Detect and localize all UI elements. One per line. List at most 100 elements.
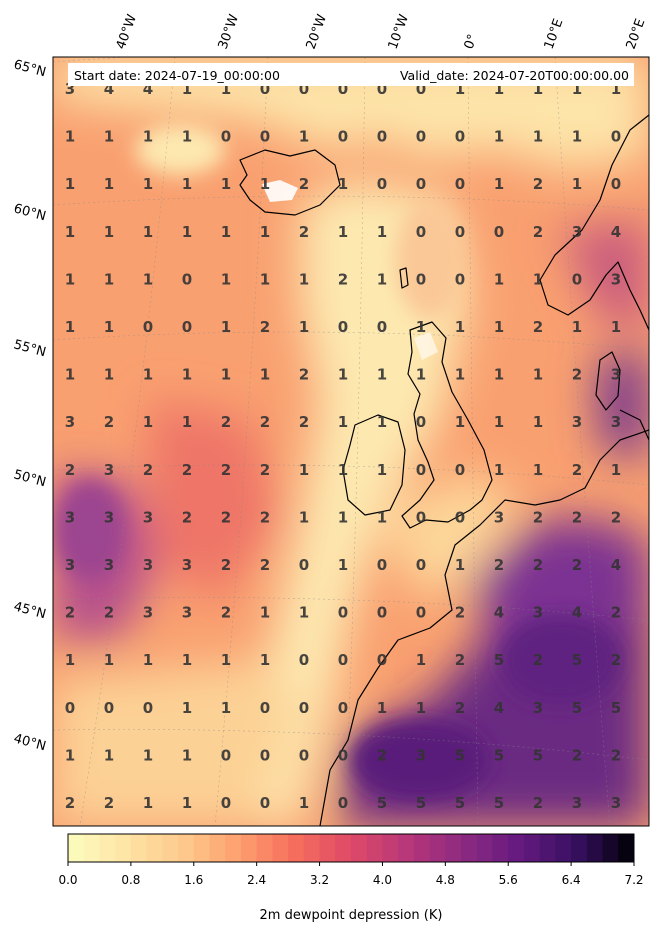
grid-value: 1: [260, 223, 270, 241]
grid-value: 1: [260, 651, 270, 669]
colorbar-swatch: [398, 834, 415, 862]
colorbar-swatch: [492, 834, 509, 862]
grid-value: 2: [533, 651, 543, 669]
grid-value: 1: [104, 318, 114, 336]
grid-value: 0: [143, 318, 153, 336]
longitude-label: 30°W: [216, 12, 242, 51]
map-area: 3 4 4 1 1 0 0 0 0 0 1 1 1 1 1 1 1 1 1 0 0 1 0 0 0 0 1 1 1 0 1 1 1 1 1 1 2 1 0 0…: [53, 57, 649, 826]
grid-value: 0: [416, 223, 426, 241]
colorbar-swatch: [461, 834, 478, 862]
grid-value: 0: [416, 270, 426, 288]
latitude-label: 65°N: [12, 57, 48, 80]
scotland-highland: [414, 332, 438, 360]
grid-value: 3: [143, 508, 153, 526]
grid-value: 1: [572, 175, 582, 193]
grid-value: 2: [299, 413, 309, 431]
colorbar-swatch: [445, 834, 462, 862]
grid-value: 2: [65, 604, 75, 622]
grid-value: 2: [572, 461, 582, 479]
grid-value: 0: [182, 318, 192, 336]
longitude-label: 10°W: [386, 12, 412, 51]
grid-value: 1: [377, 699, 387, 717]
grid-value: 2: [455, 699, 465, 717]
grid-value: 1: [533, 366, 543, 384]
grid-value: 1: [338, 461, 348, 479]
dewpoint-field-detail: [55, 125, 620, 800]
graticule: [53, 57, 649, 826]
grid-value: 0: [455, 223, 465, 241]
grid-value: 0: [299, 80, 309, 98]
grid-value: 0: [377, 175, 387, 193]
grid-value: 1: [104, 175, 114, 193]
field-low-channel: [380, 470, 520, 600]
shetland-outline: [399, 267, 409, 289]
colorbar-swatch: [130, 834, 148, 862]
colorbar-swatch: [413, 834, 431, 862]
grid-value: 0: [416, 556, 426, 574]
colorbar-tick-label: 4.8: [436, 873, 455, 887]
grid-value: 1: [455, 556, 465, 574]
grid-value: 0: [143, 699, 153, 717]
grid-value: 2: [572, 366, 582, 384]
grid-value: 1: [65, 223, 75, 241]
grid-value: 5: [533, 746, 543, 764]
field-high-france: [470, 520, 649, 660]
grid-value: 1: [221, 223, 231, 241]
grid-value: 1: [182, 413, 192, 431]
grid-value: 3: [611, 413, 621, 431]
latitude-label: 60°N: [12, 201, 48, 224]
grid-value: 1: [182, 366, 192, 384]
meridian-0: [467, 57, 479, 826]
grid-value: 1: [299, 128, 309, 146]
grid-value: 2: [221, 461, 231, 479]
longitude-label: 20°E: [624, 17, 649, 52]
grid-value: 2: [533, 794, 543, 812]
field-cell-3: [55, 480, 125, 580]
grid-value: 0: [221, 746, 231, 764]
grid-value: 2: [533, 318, 543, 336]
grid-value: 0: [455, 128, 465, 146]
grid-value: 5: [611, 699, 621, 717]
grid-value: 0: [299, 699, 309, 717]
grid-value: 1: [143, 175, 153, 193]
colorbar-swatch: [429, 834, 446, 862]
grid-value: 0: [377, 128, 387, 146]
grid-value: 1: [221, 699, 231, 717]
ireland-outline: [342, 414, 406, 516]
grid-value: 0: [104, 699, 114, 717]
grid-value: 0: [377, 556, 387, 574]
grid-value: 1: [494, 461, 504, 479]
grid-value: 1: [299, 604, 309, 622]
grid-value: 1: [182, 794, 192, 812]
grid-value: 3: [143, 604, 153, 622]
field-high-scandinavia: [560, 220, 649, 330]
grid-value: 3: [65, 508, 75, 526]
latitude-label: 40°N: [12, 731, 48, 754]
longitude-label: 10°E: [542, 17, 567, 52]
continent-outline: [319, 429, 649, 826]
grid-value: 2: [221, 604, 231, 622]
grid-value: 0: [377, 318, 387, 336]
grid-value: 5: [572, 699, 582, 717]
colorbar-tick-label: 6.4: [562, 873, 581, 887]
grid-value: 3: [572, 223, 582, 241]
land-outlines: [239, 114, 649, 826]
latitude-labels: 65°N 60°N 55°N 50°N 45°N 40°N: [12, 57, 48, 754]
grid-value: 2: [104, 794, 114, 812]
colorbar-tick-label: 1.6: [184, 873, 203, 887]
grid-value: 2: [260, 556, 270, 574]
grid-value: 1: [572, 318, 582, 336]
grid-value: 1: [143, 223, 153, 241]
colorbar-swatch: [225, 834, 242, 862]
grid-value: 1: [416, 366, 426, 384]
grid-value: 1: [104, 223, 114, 241]
grid-value: 1: [260, 270, 270, 288]
grid-value: 1: [533, 413, 543, 431]
grid-value: 0: [572, 270, 582, 288]
grid-value: 2: [299, 366, 309, 384]
grid-value: 3: [182, 604, 192, 622]
colorbar: 0.0 0.8 1.6 2.4 3.2 4.0 4.8 5.6 6.4 7.2 2m dewpoi…: [58, 833, 644, 923]
latitude-label: 50°N: [12, 467, 48, 490]
grid-value: 1: [416, 318, 426, 336]
